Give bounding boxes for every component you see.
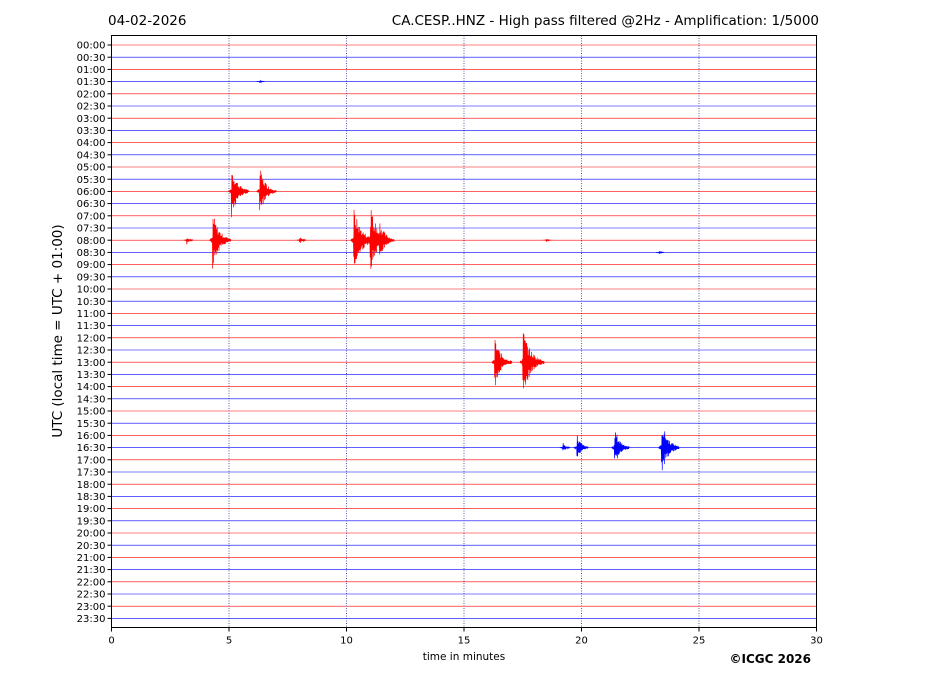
y-tick-label: 20:30 [77, 541, 106, 552]
x-axis-label: time in minutes [423, 651, 505, 663]
y-tick-label: 11:30 [77, 321, 106, 332]
y-tick-label: 08:30 [77, 248, 106, 259]
event-waveform [256, 170, 277, 211]
y-tick-label: 10:30 [77, 297, 106, 308]
y-tick-label: 10:00 [77, 285, 106, 296]
event-waveform [543, 238, 552, 242]
y-tick-label: 15:30 [77, 419, 106, 430]
y-tick-label: 07:30 [77, 224, 106, 235]
event-waveform [611, 432, 630, 459]
x-tick-label: 30 [810, 636, 823, 647]
x-tick-label: 25 [693, 636, 706, 647]
event-waveform [376, 223, 395, 255]
y-tick-label: 13:30 [77, 370, 106, 381]
y-tick-label: 18:30 [77, 492, 106, 503]
y-tick-label: 03:00 [77, 114, 106, 125]
y-tick-label: 20:00 [77, 529, 106, 540]
y-tick-label: 21:30 [77, 565, 106, 576]
event-waveform [296, 237, 307, 244]
y-tick-label: 09:00 [77, 260, 106, 271]
y-tick-label: 05:30 [77, 175, 106, 186]
y-tick-label: 02:30 [77, 102, 106, 113]
event-waveform [209, 218, 232, 269]
y-tick-label: 06:30 [77, 199, 106, 210]
y-tick-label: 14:30 [77, 394, 106, 405]
y-tick-label: 19:30 [77, 516, 106, 527]
y-tick-label: 16:00 [77, 431, 106, 442]
x-tick-label: 15 [458, 636, 471, 647]
y-tick-label: 04:30 [77, 150, 106, 161]
y-axis-label: UTC (local time = UTC + 01:00) [50, 224, 66, 437]
x-gridlines [228, 35, 700, 628]
y-tick-label: 01:30 [77, 77, 106, 88]
y-tick-label: 23:00 [77, 602, 106, 613]
chart-date: 04-02-2026 [108, 13, 186, 29]
copyright-text: ©ICGC 2026 [729, 652, 811, 666]
y-tick-label: 00:30 [77, 53, 106, 64]
x-tick-label: 20 [575, 636, 588, 647]
y-tick-label: 11:00 [77, 309, 106, 320]
y-tick-label: 08:00 [77, 236, 106, 247]
y-tick-label: 22:00 [77, 577, 106, 588]
y-tick-label: 04:00 [77, 138, 106, 149]
event-waveform [656, 251, 665, 255]
y-tick-label: 09:30 [77, 272, 106, 283]
event-waveform [519, 333, 545, 389]
y-tick-label: 22:30 [77, 590, 106, 601]
x-tick-label: 0 [108, 636, 114, 647]
y-tick-label: 17:30 [77, 468, 106, 479]
x-tick-label: 10 [340, 636, 353, 647]
y-tick-label: 21:00 [77, 553, 106, 564]
event-waveform [183, 238, 194, 245]
event-waveform [228, 174, 249, 218]
y-tick-label: 03:30 [77, 126, 106, 137]
event-waveform [256, 79, 265, 83]
y-tick-label: 19:00 [77, 504, 106, 515]
y-tick-label: 07:00 [77, 211, 106, 222]
y-tick-label: 06:00 [77, 187, 106, 198]
event-waveform [491, 340, 513, 386]
x-tick-label: 5 [226, 636, 232, 647]
y-tick-label: 02:00 [77, 89, 106, 100]
y-tick-label: 17:00 [77, 455, 106, 466]
y-tick-label: 16:30 [77, 443, 106, 454]
event-waveform [658, 431, 680, 471]
y-tick-label: 23:30 [77, 614, 106, 625]
event-waveform [559, 443, 571, 451]
x-axis-ticks: 0 5 10 15 20 25 30 [108, 627, 823, 647]
y-tick-label: 14:00 [77, 382, 106, 393]
chart-title: CA.CESP..HNZ - High pass filtered @2Hz -… [392, 13, 819, 29]
event-waveform [573, 435, 589, 457]
y-tick-label: 18:00 [77, 480, 106, 491]
y-tick-label: 15:00 [77, 407, 106, 418]
y-tick-label: 13:00 [77, 358, 106, 369]
y-tick-label: 01:00 [77, 65, 106, 76]
y-tick-label: 12:30 [77, 346, 106, 357]
y-tick-label: 05:00 [77, 163, 106, 174]
y-tick-label: 12:00 [77, 333, 106, 344]
y-tick-label: 00:00 [77, 41, 106, 52]
